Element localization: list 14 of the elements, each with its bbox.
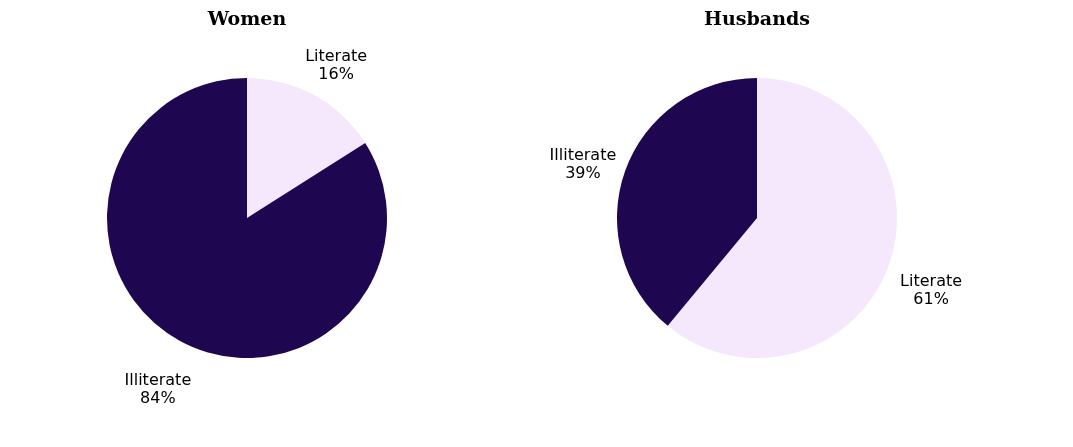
slice-label: Illiterate — [549, 145, 617, 165]
slice-label: Literate — [900, 270, 963, 290]
slice-label: Illiterate — [124, 370, 192, 390]
pie-slice — [617, 78, 757, 326]
data-label: 61% — [913, 288, 949, 308]
data-label: 84% — [140, 388, 176, 408]
pie-slice — [107, 78, 387, 358]
chart-title: Women — [206, 7, 287, 29]
data-label: 16% — [318, 63, 354, 83]
data-label: 39% — [565, 163, 601, 183]
pie-slice — [247, 78, 366, 218]
pie-slice — [667, 78, 897, 358]
chart-title: Husbands — [704, 7, 810, 29]
slice-label: Literate — [305, 45, 368, 65]
